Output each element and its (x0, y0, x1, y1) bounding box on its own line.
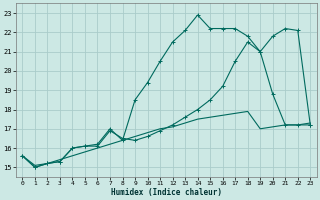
X-axis label: Humidex (Indice chaleur): Humidex (Indice chaleur) (111, 188, 222, 197)
